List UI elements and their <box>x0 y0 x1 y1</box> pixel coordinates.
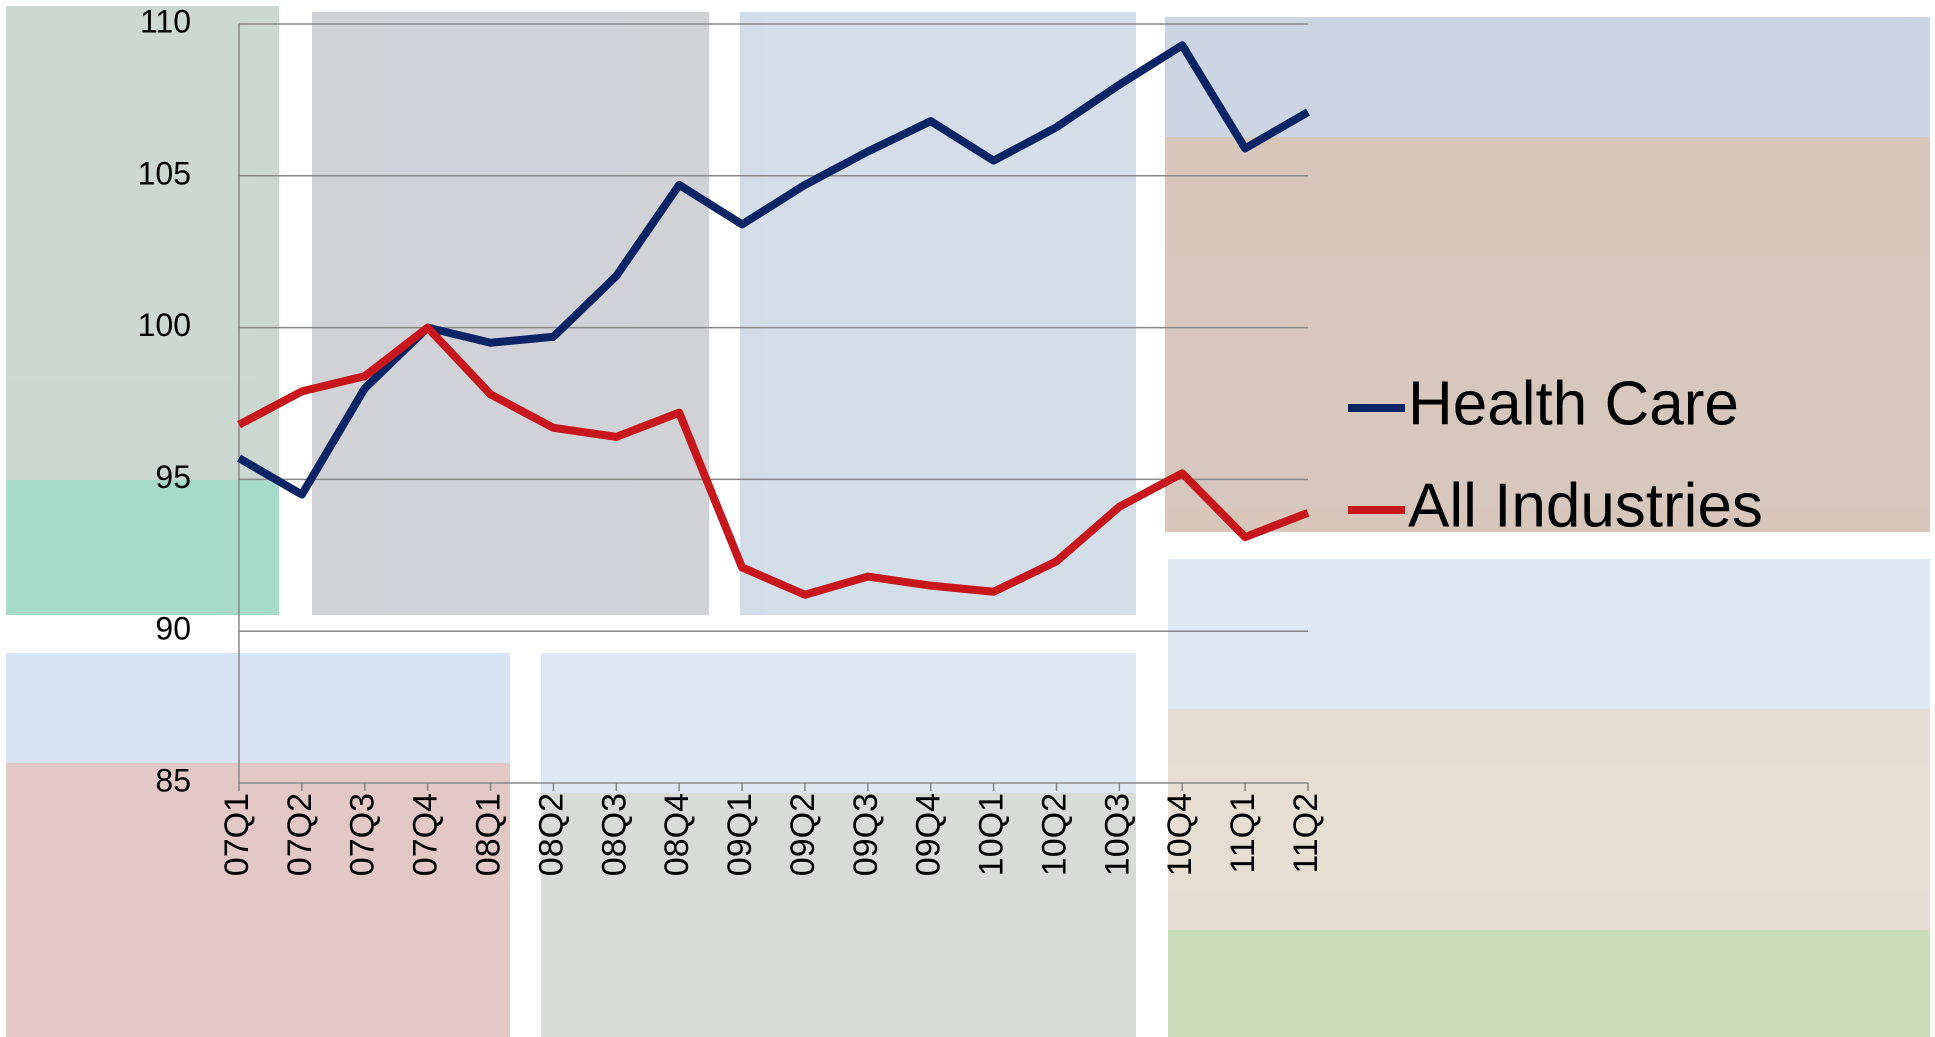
x-tick-label: 11Q1 <box>1224 793 1262 874</box>
x-tick-label: 07Q1 <box>218 793 256 876</box>
x-tick-label: 07Q4 <box>407 793 445 876</box>
y-tick-label: 105 <box>138 155 191 191</box>
photo-building <box>1168 559 1930 1037</box>
photo-headframe <box>740 12 1136 615</box>
y-tick-label: 100 <box>138 307 191 343</box>
photo-town <box>541 653 1136 1037</box>
y-tick-label: 85 <box>155 762 191 798</box>
x-tick-label: 08Q2 <box>532 793 570 876</box>
photo-building-lawn <box>1168 930 1930 1037</box>
x-tick-label: 11Q2 <box>1287 793 1325 874</box>
x-tick-label: 07Q2 <box>281 793 319 876</box>
x-tick-label: 09Q4 <box>910 793 948 876</box>
x-tick-label: 07Q3 <box>344 793 382 876</box>
photo-hospital <box>1165 17 1930 532</box>
y-tick-label: 110 <box>140 3 191 39</box>
x-tick-label: 10Q3 <box>1098 793 1136 876</box>
photo-mansion-sky <box>6 653 510 763</box>
photo-pit <box>6 6 279 615</box>
x-tick-label: 09Q3 <box>847 793 885 876</box>
x-tick-label: 09Q1 <box>721 793 759 876</box>
y-tick-label: 95 <box>155 459 191 495</box>
photo-town-sky <box>541 653 1136 793</box>
background-photos <box>6 6 1930 1037</box>
x-tick-label: 08Q4 <box>658 793 696 876</box>
line-series <box>237 323 1310 599</box>
photo-mansion <box>6 653 510 1037</box>
x-tick-label: 10Q4 <box>1161 793 1199 876</box>
legend-label: Health Care <box>1408 369 1739 438</box>
photo-hospital-sky <box>1165 17 1930 137</box>
legend-label: All Industries <box>1408 471 1763 540</box>
x-tick-label: 09Q2 <box>784 793 822 876</box>
y-tick-label: 90 <box>155 611 191 647</box>
x-tick-label: 08Q3 <box>595 793 633 876</box>
photo-building-sky <box>1168 559 1930 709</box>
photo-rocks <box>312 12 709 615</box>
x-tick-label: 10Q1 <box>973 793 1011 876</box>
photo-pit-water <box>6 480 279 615</box>
x-tick-label: 10Q2 <box>1035 793 1073 876</box>
x-tick-label: 08Q1 <box>470 793 508 876</box>
